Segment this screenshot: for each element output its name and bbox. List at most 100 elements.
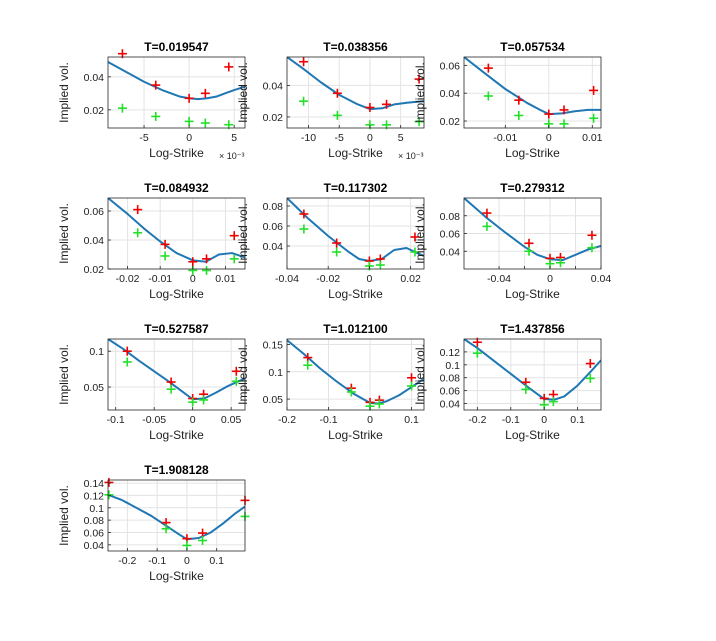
x-tick-label: -0.1 bbox=[107, 414, 125, 426]
ask-marker bbox=[589, 85, 599, 95]
subplot-title: T=0.117302 bbox=[324, 181, 388, 195]
y-tick-label: 0.04 bbox=[440, 246, 461, 258]
bid-marker bbox=[133, 228, 143, 238]
y-tick-label: 0.08 bbox=[440, 373, 461, 385]
fit-line bbox=[108, 339, 245, 401]
y-axis-label: Implied vol. bbox=[413, 344, 427, 405]
x-tick-label: -5 bbox=[335, 132, 344, 144]
x-axis-label: Log-Strike bbox=[505, 428, 560, 442]
y-tick-label: 0.06 bbox=[263, 221, 284, 233]
x-tick-label: 0 bbox=[190, 273, 196, 285]
subplot-5: -0.04 -0.02 0 0.02 0.04 0.06 0.08 T=0.117302 Log… bbox=[236, 181, 425, 301]
ask-marker bbox=[299, 209, 309, 219]
bid-marker bbox=[374, 399, 384, 409]
fit-line bbox=[108, 493, 245, 541]
x-tick-label: 0.1 bbox=[570, 414, 585, 426]
subplot-title: T=1.437856 bbox=[500, 322, 565, 336]
y-tick-label: 0.04 bbox=[84, 540, 105, 552]
subplot-4: -0.02 -0.01 0 0.01 0.02 0.04 0.06 T=0.084932 Log… bbox=[57, 181, 246, 301]
x-tick-label: 0 bbox=[546, 132, 552, 144]
bid-marker bbox=[472, 348, 482, 358]
plot-area bbox=[287, 198, 424, 269]
plot-area bbox=[108, 480, 245, 551]
x-axis-label: Log-Strike bbox=[328, 428, 383, 442]
y-tick-label: 0.12 bbox=[440, 347, 461, 359]
x-tick-label: -0.02 bbox=[316, 273, 340, 285]
ask-marker bbox=[229, 231, 239, 241]
y-tick-label: 0.1 bbox=[268, 367, 283, 379]
axes-box bbox=[107, 197, 246, 270]
x-tick-label: -5 bbox=[139, 132, 148, 144]
bid-marker bbox=[407, 381, 417, 391]
bid-marker bbox=[414, 117, 424, 127]
subplot-title: T=0.057534 bbox=[500, 40, 565, 54]
bid-marker bbox=[483, 91, 493, 101]
y-axis-label: Implied vol. bbox=[236, 62, 250, 123]
x-tick-label: -0.2 bbox=[118, 555, 136, 567]
x-tick-label: 0.05 bbox=[221, 414, 242, 426]
axes-box bbox=[286, 56, 425, 129]
y-tick-label: 0.12 bbox=[84, 490, 105, 502]
bid-marker bbox=[524, 246, 534, 256]
axes-box bbox=[463, 338, 602, 411]
bid-marker bbox=[166, 384, 176, 394]
ask-marker bbox=[231, 366, 241, 376]
ask-marker bbox=[332, 238, 342, 248]
fit-line bbox=[287, 57, 424, 111]
x-tick-label: 0 bbox=[541, 414, 547, 426]
x-tick-label: 0 bbox=[190, 414, 196, 426]
bid-marker bbox=[188, 397, 198, 407]
plot-area bbox=[287, 339, 424, 410]
ask-marker bbox=[151, 80, 161, 90]
fit-line bbox=[108, 61, 245, 101]
bid-marker bbox=[117, 103, 127, 113]
ask-marker bbox=[188, 257, 198, 267]
y-axis-label: Implied vol. bbox=[57, 62, 71, 123]
ask-marker bbox=[160, 239, 170, 249]
bid-marker bbox=[585, 373, 595, 383]
y-tick-label: 0.06 bbox=[84, 527, 105, 539]
ask-marker bbox=[482, 208, 492, 218]
y-tick-label: 0.04 bbox=[263, 241, 284, 253]
bid-marker bbox=[555, 258, 565, 268]
subplot-6: -0.04 0 0.04 0.04 0.06 0.08 T=0.279312 Log-Stri… bbox=[413, 181, 611, 301]
x-tick-label: 5 bbox=[398, 132, 404, 144]
x-tick-label: -10 bbox=[301, 132, 316, 144]
y-tick-label: 0.04 bbox=[440, 88, 461, 100]
ask-marker bbox=[410, 232, 420, 242]
bid-marker bbox=[589, 113, 599, 123]
ask-marker bbox=[514, 95, 524, 105]
bid-marker bbox=[229, 254, 239, 264]
x-tick-label: -0.04 bbox=[275, 273, 299, 285]
x-tick-label: 0 bbox=[184, 555, 190, 567]
bid-marker bbox=[482, 221, 492, 231]
ask-marker bbox=[365, 102, 375, 112]
ask-marker bbox=[200, 88, 210, 98]
x-tick-label: 0 bbox=[366, 273, 372, 285]
x-tick-label: 0.01 bbox=[582, 132, 603, 144]
y-tick-label: 0.06 bbox=[440, 229, 461, 241]
y-axis-label: Implied vol. bbox=[413, 62, 427, 123]
plot-area bbox=[108, 57, 245, 128]
x-axis-label: Log-Strike bbox=[328, 146, 383, 160]
x-tick-label: -0.2 bbox=[468, 414, 486, 426]
bid-marker bbox=[587, 243, 597, 253]
x-axis-label: Log-Strike bbox=[149, 287, 204, 301]
fit-line bbox=[464, 57, 601, 116]
x-tick-label: -0.2 bbox=[278, 414, 296, 426]
y-tick-label: 0.05 bbox=[84, 382, 105, 394]
x-tick-label: -0.1 bbox=[148, 555, 166, 567]
x-tick-label: -0.02 bbox=[116, 273, 140, 285]
ask-marker bbox=[104, 477, 114, 487]
y-tick-label: 0.08 bbox=[84, 515, 105, 527]
x-axis-label: Log-Strike bbox=[149, 146, 204, 160]
ask-marker bbox=[184, 93, 194, 103]
x-tick-label: -0.01 bbox=[148, 273, 172, 285]
plot-area bbox=[464, 339, 601, 410]
bid-marker bbox=[521, 384, 531, 394]
y-tick-label: 0.1 bbox=[89, 503, 104, 515]
bid-marker bbox=[299, 96, 309, 106]
x-tick-label: 0.1 bbox=[209, 555, 224, 567]
y-tick-label: 0.15 bbox=[263, 339, 284, 351]
